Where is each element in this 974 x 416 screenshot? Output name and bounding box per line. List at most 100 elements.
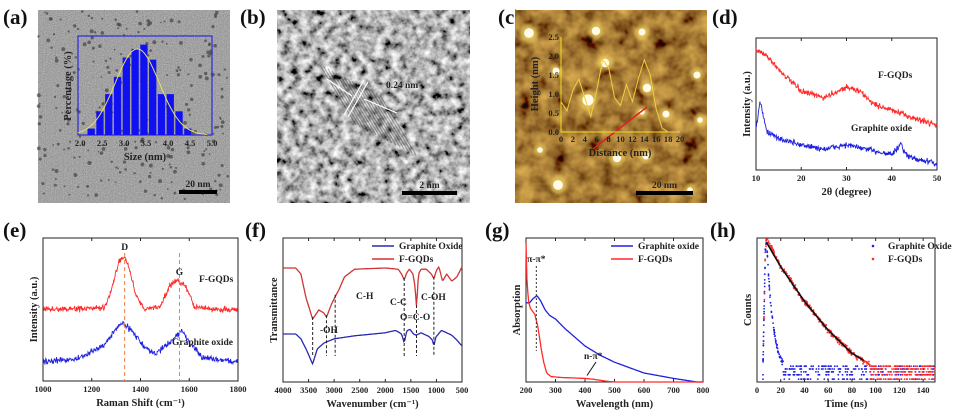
data-point-f-gqds	[914, 365, 917, 368]
data-point-f-gqds	[895, 378, 898, 380]
data-point-f-gqds	[781, 270, 783, 273]
data-point-graphite-oxide	[805, 365, 807, 368]
quantum-dot	[36, 93, 41, 98]
data-point-graphite-oxide	[865, 371, 867, 373]
data-point-f-gqds	[889, 378, 892, 380]
hrtem-image-texture	[277, 10, 470, 203]
data-point-graphite-oxide	[865, 368, 868, 370]
lattice-fringe	[347, 78, 385, 140]
quantum-dot	[220, 124, 224, 129]
quantum-dot	[52, 33, 56, 36]
x-axis-label: Wavelength (nm)	[576, 399, 654, 410]
data-point-f-gqds	[902, 365, 904, 368]
data-point-f-gqds	[923, 368, 926, 370]
quantum-dot	[114, 181, 117, 184]
particle	[552, 67, 560, 75]
data-point-f-gqds	[763, 316, 765, 319]
x-tick-label: 10	[616, 134, 625, 144]
data-point-graphite-oxide	[849, 378, 852, 380]
data-point-f-gqds	[918, 378, 921, 380]
data-point-graphite-oxide	[781, 363, 784, 366]
data-point-graphite-oxide	[762, 344, 765, 346]
data-point-graphite-oxide	[851, 378, 854, 380]
quantum-dot	[216, 125, 220, 129]
data-point-graphite-oxide	[762, 331, 765, 334]
x-axis-label: 2θ (degree)	[822, 187, 872, 198]
data-point-graphite-oxide	[877, 373, 880, 376]
data-point-graphite-oxide	[827, 368, 829, 370]
lattice-fringe	[323, 66, 361, 128]
data-point-graphite-oxide	[767, 263, 769, 266]
histogram-bar	[105, 94, 113, 135]
quantum-dot	[189, 57, 193, 62]
data-point-graphite-oxide	[781, 358, 784, 360]
data-point-f-gqds	[872, 368, 875, 370]
data-point-f-gqds	[906, 373, 909, 376]
data-point-f-gqds	[904, 371, 907, 373]
data-point-f-gqds	[882, 378, 885, 380]
data-point-graphite-oxide	[767, 273, 770, 276]
data-point-graphite-oxide	[815, 371, 817, 373]
particle	[662, 110, 670, 118]
quantum-dot	[92, 60, 95, 63]
quantum-dot	[211, 139, 216, 143]
quantum-dot	[42, 192, 45, 195]
data-point-graphite-oxide	[774, 335, 776, 337]
data-point-graphite-oxide	[831, 368, 834, 370]
quantum-dot	[93, 31, 97, 34]
x-tick-label: 200	[520, 385, 533, 395]
data-point-f-gqds	[789, 277, 792, 279]
x-axis-label: Distance (nm)	[589, 148, 652, 159]
data-point-f-gqds	[918, 371, 921, 373]
lattice-fringe	[379, 94, 417, 156]
histogram-bar	[113, 76, 122, 135]
quantum-dot	[87, 149, 90, 152]
data-point-graphite-oxide	[800, 371, 803, 373]
peak-label: G	[176, 268, 184, 278]
data-point-f-gqds	[889, 371, 892, 373]
data-point-f-gqds	[880, 365, 882, 368]
legend-label: F-GQDs	[638, 255, 673, 265]
data-point-graphite-oxide	[839, 371, 841, 373]
data-point-f-gqds	[865, 360, 868, 363]
data-point-graphite-oxide	[763, 279, 766, 281]
data-point-f-gqds	[767, 241, 770, 244]
data-point-graphite-oxide	[827, 371, 830, 373]
data-point-graphite-oxide	[783, 373, 786, 376]
quantum-dot	[36, 146, 41, 151]
data-point-f-gqds	[792, 287, 795, 290]
quantum-dot	[64, 111, 67, 114]
data-point-f-gqds	[895, 373, 897, 376]
data-point-graphite-oxide	[762, 358, 764, 360]
quantum-dot	[66, 122, 70, 126]
data-point-graphite-oxide	[784, 371, 786, 373]
data-point-f-gqds	[914, 373, 917, 376]
series-line-graphite-oxide	[283, 328, 463, 366]
data-point-f-gqds	[884, 368, 887, 370]
data-point-f-gqds	[879, 378, 882, 380]
x-tick-label: 2.5	[97, 138, 108, 148]
quantum-dot	[175, 166, 178, 169]
x-axis-label: Time (ns)	[825, 399, 868, 410]
x-tick-label: 500	[608, 385, 621, 395]
data-point-f-gqds	[916, 373, 919, 376]
quantum-dot	[148, 21, 153, 26]
data-point-f-gqds	[764, 251, 767, 253]
data-point-f-gqds	[908, 373, 911, 376]
quantum-dot	[211, 25, 215, 29]
data-point-f-gqds	[925, 371, 928, 373]
x-tick-label: 3.5	[141, 138, 152, 148]
quantum-dot	[46, 38, 51, 43]
data-point-f-gqds	[826, 331, 829, 334]
x-tick-label: 50	[933, 173, 942, 183]
scale-bar	[402, 191, 457, 195]
data-point-graphite-oxide	[817, 371, 820, 373]
lattice-fringe	[335, 72, 373, 134]
y-axis-label: Counts	[743, 294, 754, 326]
legend-label: Graphite Oxide	[399, 242, 463, 252]
data-point-graphite-oxide	[822, 368, 824, 370]
x-axis-label: Wavenumber (cm⁻¹)	[326, 399, 419, 410]
data-point-graphite-oxide	[771, 317, 774, 319]
data-point-graphite-oxide	[795, 365, 798, 368]
